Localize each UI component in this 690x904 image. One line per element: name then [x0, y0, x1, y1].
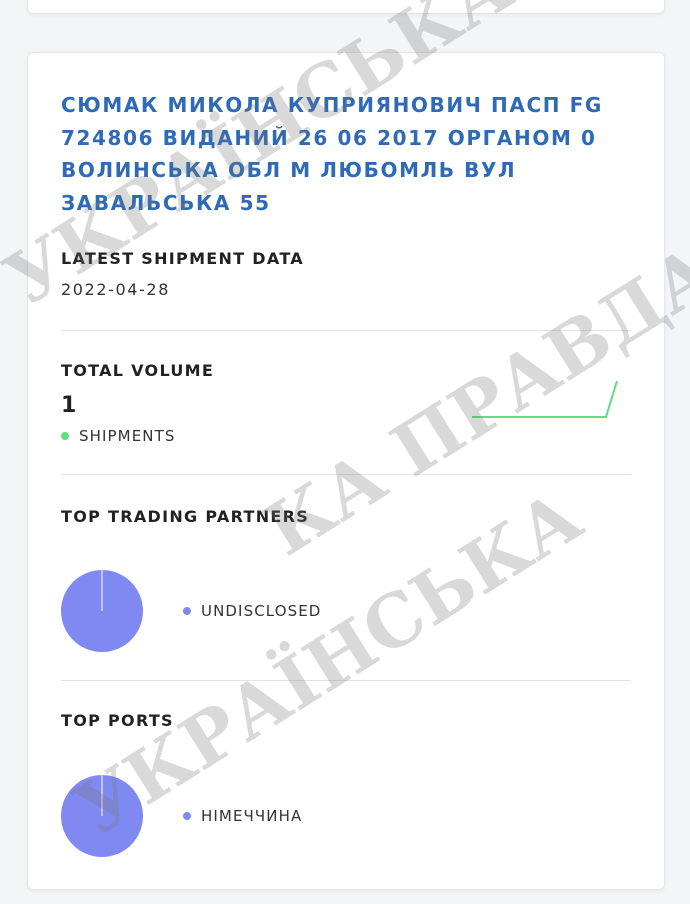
divider	[61, 330, 631, 331]
company-title[interactable]: СЮМАК МИКОЛА КУПРИЯНОВИЧ ПАСП FG 724806 …	[61, 93, 603, 215]
shipments-sparkline	[472, 380, 618, 418]
shipments-legend: SHIPMENTS	[61, 427, 176, 445]
latest-shipment-label: LATEST SHIPMENT DATA	[61, 249, 304, 268]
company-card: СЮМАК МИКОЛА КУПРИЯНОВИЧ ПАСП FG 724806 …	[27, 52, 665, 890]
port-legend: НІМЕЧЧИНА	[183, 807, 302, 825]
total-volume-label: TOTAL VOLUME	[61, 361, 215, 380]
sparkline-line	[472, 380, 618, 418]
legend-dot	[61, 432, 69, 440]
legend-dot	[183, 607, 191, 615]
trading-partners-pie[interactable]	[61, 570, 143, 652]
legend-label: НІМЕЧЧИНА	[201, 807, 303, 825]
top-ports-label: TOP PORTS	[61, 711, 174, 730]
legend-label: UNDISCLOSED	[201, 602, 322, 620]
legend-dot	[183, 812, 191, 820]
total-volume-value: 1	[61, 393, 77, 418]
latest-shipment-value: 2022-04-28	[61, 280, 170, 299]
legend-label: SHIPMENTS	[79, 427, 176, 445]
top-trading-partners-label: TOP TRADING PARTNERS	[61, 507, 310, 526]
trading-partner-legend: UNDISCLOSED	[183, 602, 321, 620]
divider	[61, 680, 631, 681]
divider	[61, 474, 631, 475]
previous-card	[27, 0, 665, 14]
top-ports-pie[interactable]	[61, 775, 143, 857]
